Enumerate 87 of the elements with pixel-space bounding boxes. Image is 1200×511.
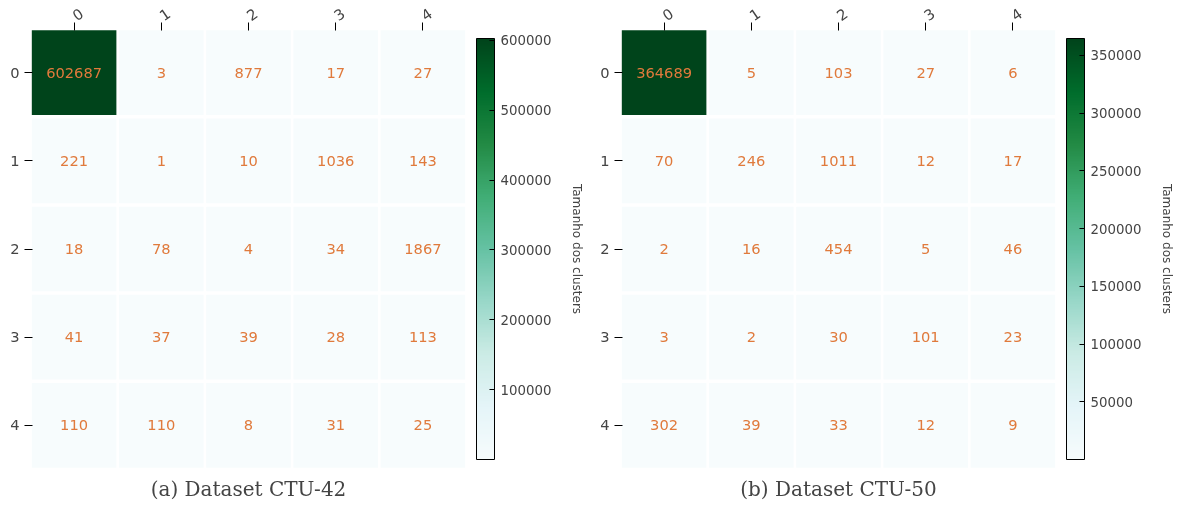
data-label: 18	[64, 240, 84, 257]
y-tick-label: 1	[600, 151, 610, 169]
data-label: 9	[1008, 416, 1018, 434]
color-bar-label: 300000	[500, 242, 552, 258]
data-label: 101	[911, 328, 940, 346]
data-label: 113	[408, 328, 437, 346]
data-label: 27	[413, 63, 433, 81]
data-label: 5	[921, 240, 931, 257]
data-label: 31	[326, 416, 346, 434]
y-tick-label: 0	[10, 63, 20, 81]
text: (b) Dataset CTU-50	[740, 476, 937, 501]
data-label: 10	[239, 151, 258, 169]
color-bar-label: 200000	[1090, 221, 1142, 237]
data-label: 1867	[404, 240, 442, 257]
color-bar-label: 250000	[1090, 163, 1142, 179]
data-label: 1036	[317, 151, 355, 169]
data-label: 37	[151, 328, 171, 346]
color-bar-title: Tamanho dos clusters	[1159, 182, 1174, 315]
color-bar-label: 100000	[500, 382, 552, 398]
data-label: 70	[654, 151, 674, 169]
color-bar-label: 350000	[1090, 48, 1142, 64]
x-tick-label: 2	[243, 4, 261, 25]
data-label: 302	[650, 416, 679, 434]
data-label: 3	[156, 63, 166, 81]
data-label: 110	[147, 416, 176, 434]
data-label: 4	[243, 240, 254, 257]
data-label: 34	[326, 240, 346, 257]
x-tick-label: 0	[69, 4, 87, 25]
data-label: 16	[741, 240, 761, 257]
color-bar-label: 600000	[500, 33, 552, 49]
data-label: 39	[741, 416, 761, 434]
data-label: 12	[916, 151, 936, 169]
x-tick-label: 2	[833, 4, 851, 25]
data-label: 103	[824, 63, 853, 81]
data-label: 1	[156, 151, 166, 169]
y-tick-label: 3	[10, 328, 20, 346]
color-bar-label: 400000	[500, 173, 552, 189]
data-label: 877	[234, 63, 263, 81]
data-label: 143	[408, 151, 437, 169]
data-label: 17	[1003, 151, 1023, 169]
y-tick-label: 0	[600, 63, 610, 81]
y-tick-label: 1	[10, 151, 20, 169]
data-label: 1011	[819, 151, 858, 169]
x-tick-label: 1	[746, 4, 764, 25]
data-label: 33	[829, 416, 848, 434]
x-tick-label: 0	[659, 4, 677, 25]
data-label: 17	[326, 63, 346, 81]
x-tick-label: 1	[156, 4, 174, 25]
color-bar-label: 500000	[500, 103, 552, 119]
data-label: 221	[60, 151, 89, 169]
x-tick-label: 3	[330, 4, 348, 25]
color-bar-label: 300000	[1090, 106, 1142, 122]
x-tick-label: 3	[920, 4, 938, 25]
data-label: 78	[151, 240, 171, 257]
color-bar-title: Tamanho dos clusters	[569, 182, 584, 315]
data-label: 27	[916, 63, 936, 81]
color-bar-label: 150000	[1090, 279, 1142, 295]
x-tick-label: 4	[417, 4, 436, 25]
data-label: 2	[746, 328, 756, 346]
data-label: 2	[659, 240, 669, 257]
data-label: 3	[659, 328, 669, 346]
color-bar-label: 200000	[500, 312, 552, 328]
data-label: 30	[829, 328, 848, 346]
data-label: 602687	[46, 63, 103, 81]
y-tick-label: 4	[600, 416, 610, 434]
data-label: 110	[60, 416, 89, 434]
data-label: 246	[737, 151, 766, 169]
color-bar-label: 50000	[1090, 394, 1133, 410]
data-label: 6	[1008, 63, 1018, 81]
data-label: 23	[1003, 328, 1023, 346]
color-bar-label: 100000	[1090, 337, 1142, 353]
data-label: 5	[746, 63, 756, 81]
data-label: 39	[239, 328, 258, 346]
data-label: 41	[64, 328, 84, 346]
text: (a) Dataset CTU-42	[150, 476, 347, 501]
y-tick-label: 4	[10, 416, 20, 434]
data-label: 25	[413, 416, 433, 434]
data-label: 364689	[636, 63, 693, 81]
y-tick-label: 2	[10, 240, 20, 257]
data-label: 28	[326, 328, 346, 346]
data-label: 46	[1003, 240, 1023, 257]
y-tick-label: 2	[600, 240, 610, 257]
data-label: 8	[243, 416, 254, 434]
x-tick-label: 4	[1007, 4, 1026, 25]
y-tick-label: 3	[600, 328, 610, 346]
data-label: 454	[824, 240, 853, 257]
data-label: 12	[916, 416, 936, 434]
